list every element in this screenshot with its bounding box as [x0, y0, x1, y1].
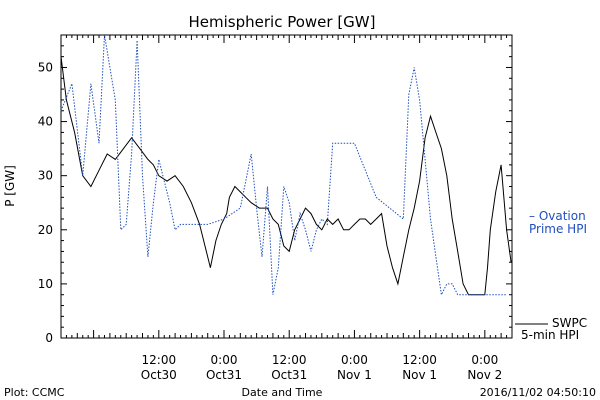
x-tick-label-date: Nov 1 — [337, 368, 372, 382]
chart-title: Hemispheric Power [GW] — [189, 13, 376, 31]
x-axis-label: Date and Time — [242, 386, 323, 399]
y-tick-label: 10 — [38, 277, 53, 291]
footer-plot-credit: Plot: CCMC — [4, 386, 65, 399]
x-tick-label-date: Nov 2 — [467, 368, 502, 382]
series-layer — [60, 34, 512, 297]
x-tick-label-date: Oct31 — [206, 368, 242, 382]
x-tick-label-time: 12:00 — [272, 353, 307, 367]
legend: – Ovation Prime HPI SWPC 5-min HPI — [515, 209, 587, 342]
y-tick-label: 0 — [45, 331, 53, 345]
x-tick-label-time: 12:00 — [402, 353, 437, 367]
x-tick-label-date: Oct31 — [271, 368, 307, 382]
footer-timestamp: 2016/11/02 04:50:10 — [480, 386, 596, 399]
y-tick-label: 20 — [38, 223, 53, 237]
series-swpc-line — [60, 56, 512, 296]
x-tick-label-date: Oct30 — [141, 368, 177, 382]
legend-ovation-line2: Prime HPI — [529, 222, 587, 236]
series-ovation-line — [60, 34, 507, 297]
y-axis-label: P [GW] — [3, 165, 17, 207]
x-tick-label-time: 0:00 — [341, 353, 368, 367]
legend-swpc-line2: 5-min HPI — [521, 328, 579, 342]
x-tick-label-time: 0:00 — [471, 353, 498, 367]
y-tick-label: 30 — [38, 169, 53, 183]
x-tick-label-time: 0:00 — [211, 353, 238, 367]
legend-swpc-line1: SWPC — [552, 316, 587, 330]
footer: Plot: CCMC Date and Time 2016/11/02 04:5… — [4, 386, 596, 399]
y-axis: 0 10 20 30 40 50 — [38, 34, 512, 345]
legend-ovation-line1: – Ovation — [529, 209, 586, 223]
y-tick-label: 40 — [38, 115, 53, 129]
x-tick-label-time: 12:00 — [142, 353, 177, 367]
x-tick-label-date: Nov 1 — [402, 368, 437, 382]
y-tick-label: 50 — [38, 60, 53, 74]
